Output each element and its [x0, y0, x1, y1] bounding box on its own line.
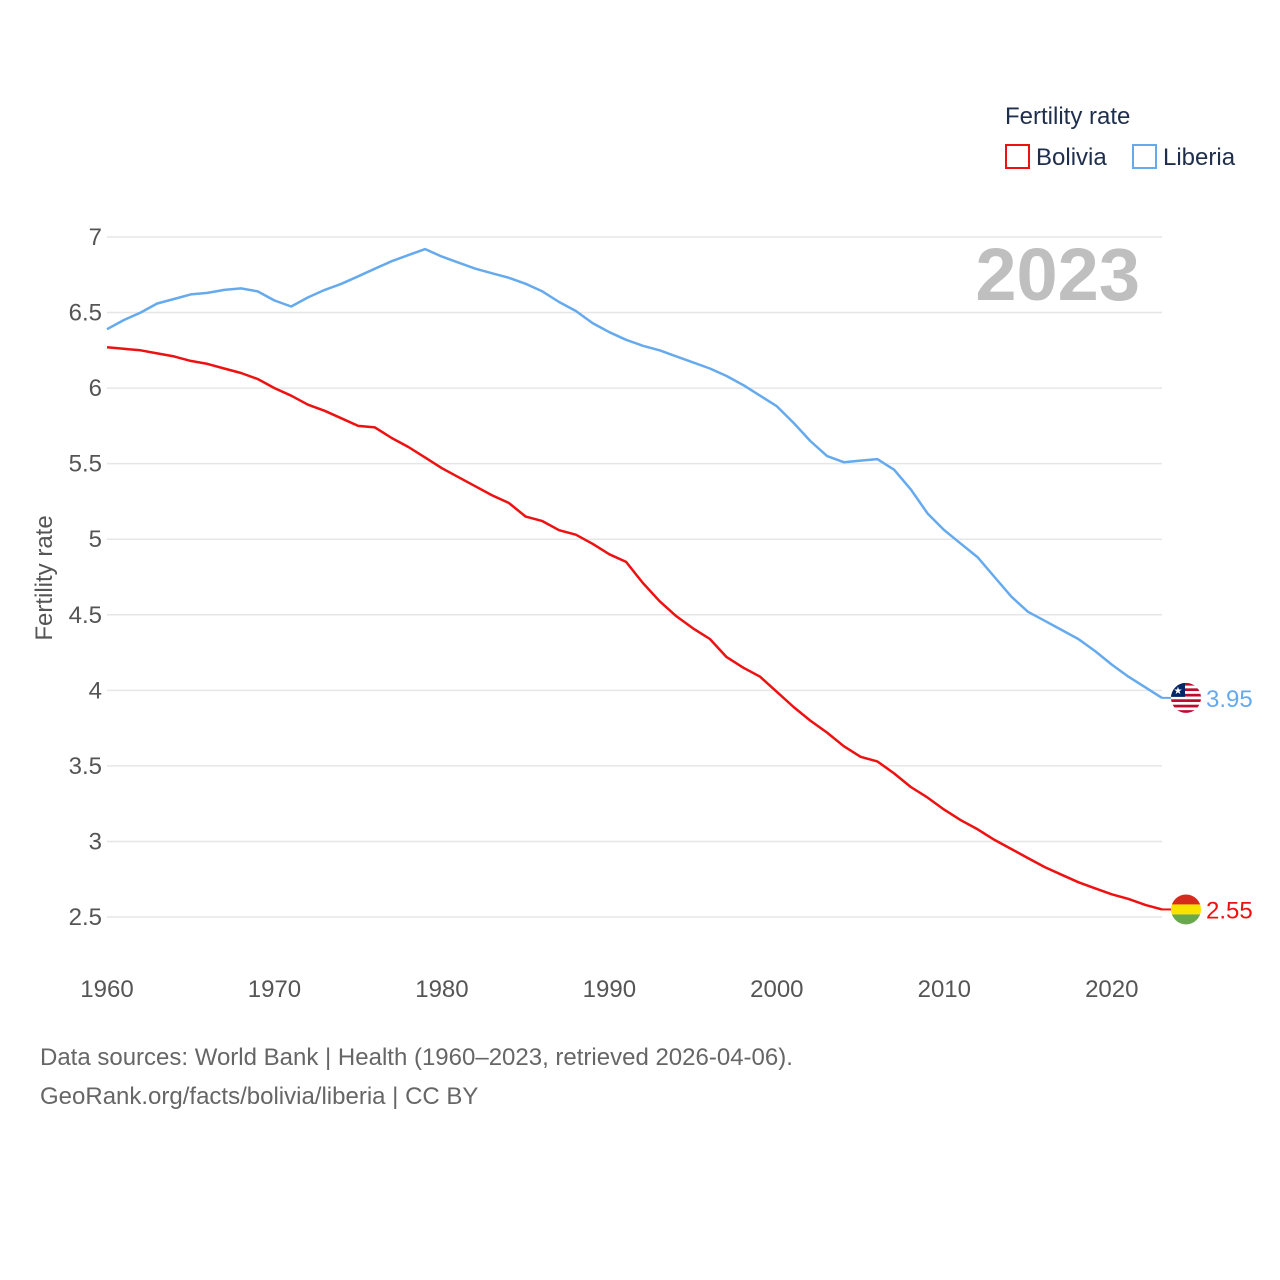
series-line-liberia[interactable] — [106, 247, 1163, 699]
footer-link[interactable]: GeoRank.org/facts/bolivia/liberia | CC B… — [40, 1083, 479, 1110]
legend-label-bolivia[interactable]: Bolivia — [1036, 144, 1107, 171]
y-tick-label: 5.5 — [69, 451, 102, 478]
bolivia-flag-icon — [1171, 894, 1201, 925]
y-tick-label: 4 — [89, 677, 102, 704]
fertility-chart: 2.5 3 3.5 4 4.5 5 5.5 6 6.5 7 1960 1970 1980 1990 200… — [31, 103, 1253, 1003]
y-tick-label: 7 — [89, 224, 102, 251]
y-tick-label: 3.5 — [69, 753, 102, 780]
x-tick-label: 1980 — [415, 976, 468, 1003]
y-tick-label: 6 — [89, 375, 102, 402]
x-axis-ticks: 1960 1970 1980 1990 2000 2010 2020 — [80, 976, 1138, 1003]
legend: Fertility rate Bolivia Liberia — [1005, 103, 1236, 171]
y-axis-label: Fertility rate — [31, 515, 58, 640]
series-lines — [106, 247, 1163, 911]
legend-label-liberia[interactable]: Liberia — [1163, 144, 1236, 171]
series-line-bolivia[interactable] — [106, 346, 1163, 911]
year-label: 2023 — [975, 233, 1140, 316]
legend-title: Fertility rate — [1005, 103, 1130, 130]
grid-lines — [107, 236, 1162, 918]
y-tick-label: 2.5 — [69, 904, 102, 931]
y-tick-label: 3 — [89, 828, 102, 855]
liberia-flag-icon: ★ — [1171, 682, 1201, 713]
x-tick-label: 2010 — [918, 976, 971, 1003]
legend-swatch-liberia[interactable] — [1132, 144, 1157, 169]
svg-text:★: ★ — [1174, 686, 1183, 697]
x-tick-label: 2000 — [750, 976, 803, 1003]
x-tick-label: 2020 — [1085, 976, 1138, 1003]
y-axis-ticks: 2.5 3 3.5 4 4.5 5 5.5 6 6.5 7 — [69, 224, 102, 931]
y-tick-label: 4.5 — [69, 602, 102, 629]
x-tick-label: 1990 — [583, 976, 636, 1003]
end-value-bolivia: 2.55 — [1206, 897, 1253, 924]
end-value-liberia: 3.95 — [1206, 686, 1253, 713]
footer-sources: Data sources: World Bank | Health (1960–… — [40, 1044, 793, 1071]
x-tick-label: 1960 — [80, 976, 133, 1003]
y-tick-label: 6.5 — [69, 300, 102, 327]
x-tick-label: 1970 — [248, 976, 301, 1003]
legend-swatch-bolivia[interactable] — [1005, 144, 1030, 169]
end-markers: 2.55 ★ 3.95 — [1162, 682, 1253, 925]
y-tick-label: 5 — [89, 526, 102, 553]
